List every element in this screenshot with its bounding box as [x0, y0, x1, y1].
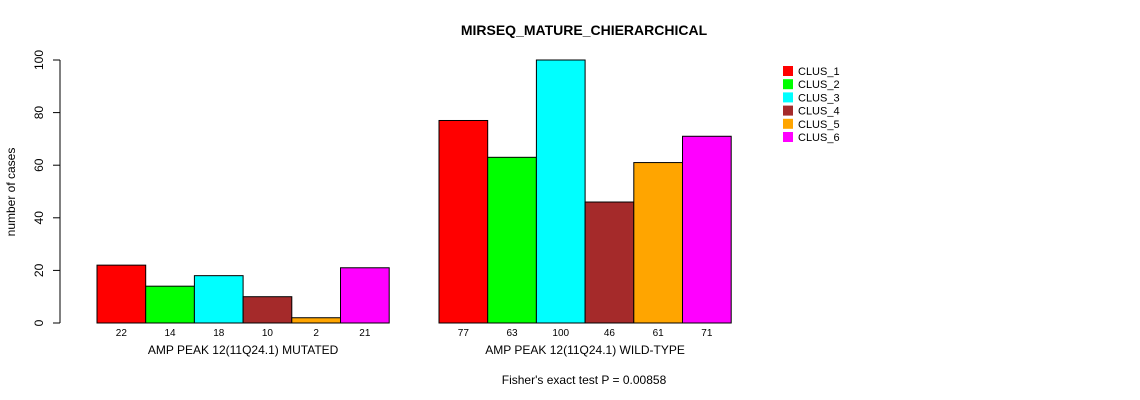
count-label: 22: [116, 328, 128, 339]
count-label: 77: [458, 328, 470, 339]
chart-title: MIRSEQ_MATURE_CHIERARCHICAL: [461, 22, 708, 38]
count-label: 2: [313, 328, 319, 339]
bar-clus-4-group-2: [584, 201, 635, 324]
y-tick-label: 80: [32, 106, 46, 120]
bar-clus-3-group-2: [535, 59, 586, 324]
bar-clus-2-group-2: [487, 156, 537, 324]
bar-clus-3-group-1: [193, 275, 244, 324]
legend-swatch-clus-6: [783, 132, 793, 142]
legend-label: CLUS_5: [798, 119, 840, 131]
bars: [96, 59, 732, 324]
legend-swatch-clus-5: [783, 118, 793, 129]
group-label-1: AMP PEAK 12(11Q24.1) MUTATED: [148, 343, 339, 357]
bar-clus-1-group-1: [96, 264, 147, 324]
legend-label: CLUS_1: [798, 66, 840, 78]
count-label: 63: [506, 328, 518, 339]
count-label: 14: [164, 328, 176, 339]
fisher-test-footnote: Fisher's exact test P = 0.00858: [502, 373, 667, 387]
bar-clus-4-group-1: [242, 296, 293, 324]
y-tick-label: 60: [32, 158, 46, 172]
legend-label: CLUS_6: [798, 132, 840, 144]
legend-swatch-clus-2: [783, 79, 793, 90]
group-label-2: AMP PEAK 12(11Q24.1) WILD-TYPE: [485, 343, 685, 357]
count-labels: 22 14 18 10 2 21 77 63 100 46 61 71: [116, 328, 713, 339]
count-label: 18: [213, 328, 225, 339]
y-axis: 0 20 40 60 80 100: [32, 50, 61, 326]
bar-clus-6-group-2: [682, 135, 732, 324]
legend-label: CLUS_2: [798, 79, 840, 91]
y-tick-label: 100: [32, 50, 46, 70]
count-label: 100: [552, 328, 569, 339]
legend-swatch-clus-1: [783, 66, 793, 76]
count-label: 10: [262, 328, 274, 339]
legend-label: CLUS_4: [798, 106, 840, 118]
bar-clus-1-group-2: [438, 119, 489, 324]
legend-swatch-clus-3: [783, 92, 793, 103]
count-label: 21: [359, 328, 371, 339]
y-axis-label: number of cases: [4, 148, 18, 237]
y-tick-label: 20: [32, 263, 46, 277]
bar-clus-6-group-1: [340, 267, 390, 324]
y-tick-label: 40: [32, 211, 46, 225]
legend-label: CLUS_3: [798, 92, 840, 104]
bar-clus-2-group-1: [145, 285, 195, 324]
legend-swatch-clus-4: [783, 105, 793, 116]
count-label: 71: [701, 328, 713, 339]
count-label: 61: [653, 328, 665, 339]
bar-clus-5-group-2: [633, 162, 683, 324]
bar-clus-5-group-1: [291, 317, 341, 324]
y-tick-label: 0: [32, 319, 46, 326]
group-labels: AMP PEAK 12(11Q24.1) MUTATED AMP PEAK 12(…: [148, 343, 685, 357]
count-label: 46: [604, 328, 616, 339]
